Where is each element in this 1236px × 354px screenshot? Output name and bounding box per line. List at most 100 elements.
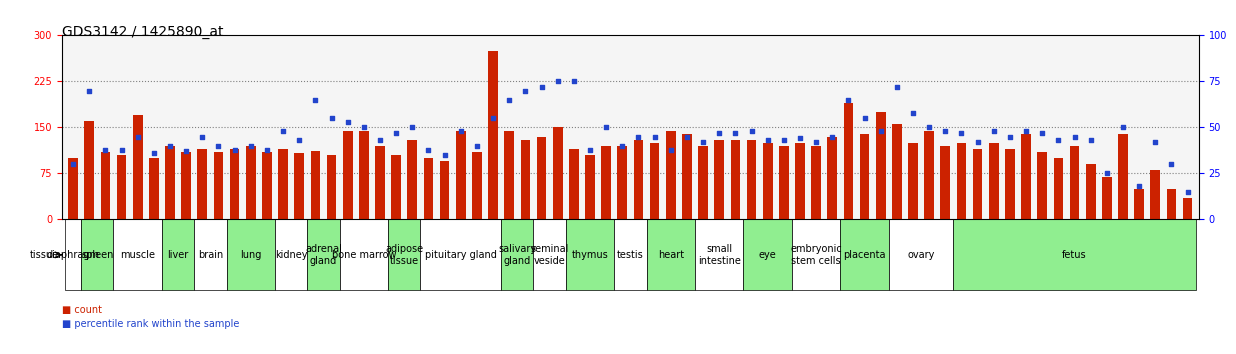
Point <box>483 115 503 121</box>
Bar <box>552 127 562 219</box>
FancyBboxPatch shape <box>162 219 194 290</box>
Point <box>193 134 213 139</box>
Point <box>225 147 245 152</box>
Point <box>548 79 567 84</box>
Bar <box>811 146 821 219</box>
Point <box>726 130 745 136</box>
Bar <box>650 143 660 219</box>
Bar <box>973 149 983 219</box>
Point <box>79 88 99 93</box>
Point <box>758 137 777 143</box>
Point <box>1048 137 1068 143</box>
FancyBboxPatch shape <box>614 219 646 290</box>
Bar <box>795 143 805 219</box>
Point <box>289 137 309 143</box>
Text: thymus: thymus <box>571 250 608 260</box>
Bar <box>698 146 708 219</box>
Point <box>693 139 713 145</box>
Bar <box>1037 152 1047 219</box>
Point <box>305 97 325 103</box>
Point <box>838 97 858 103</box>
Point <box>515 88 535 93</box>
Point <box>661 147 681 152</box>
Bar <box>68 158 78 219</box>
Point <box>451 128 471 134</box>
Point <box>806 139 826 145</box>
Text: adipose
tissue: adipose tissue <box>386 244 423 266</box>
Bar <box>747 140 756 219</box>
Point <box>111 147 131 152</box>
Point <box>161 143 180 149</box>
Bar <box>989 143 999 219</box>
Bar <box>941 146 950 219</box>
Bar <box>198 149 208 219</box>
FancyBboxPatch shape <box>388 219 420 290</box>
Point <box>1064 134 1084 139</box>
Point <box>904 110 923 115</box>
Text: small
intestine: small intestine <box>698 244 740 266</box>
Point <box>596 125 616 130</box>
FancyBboxPatch shape <box>889 219 953 290</box>
Bar <box>133 115 142 219</box>
Bar <box>342 131 352 219</box>
Point <box>435 152 455 158</box>
FancyBboxPatch shape <box>340 219 388 290</box>
Bar <box>440 161 450 219</box>
FancyBboxPatch shape <box>646 219 695 290</box>
Bar <box>150 158 158 219</box>
Point <box>1098 171 1117 176</box>
Bar <box>925 131 934 219</box>
Point <box>854 115 874 121</box>
Text: testis: testis <box>617 250 644 260</box>
Bar <box>456 131 466 219</box>
FancyBboxPatch shape <box>226 219 274 290</box>
FancyBboxPatch shape <box>66 219 82 290</box>
Point <box>403 125 423 130</box>
Bar <box>278 149 288 219</box>
Point <box>1000 134 1020 139</box>
Bar <box>488 51 498 219</box>
Point <box>790 136 810 141</box>
Point <box>127 134 147 139</box>
Bar <box>116 155 126 219</box>
Bar <box>827 137 837 219</box>
Point <box>709 130 729 136</box>
Point <box>63 161 83 167</box>
Bar <box>569 149 578 219</box>
Point <box>612 143 632 149</box>
Point <box>677 134 697 139</box>
FancyBboxPatch shape <box>792 219 840 290</box>
Point <box>353 125 373 130</box>
Text: bone marrow: bone marrow <box>331 250 396 260</box>
Text: tissue: tissue <box>30 250 58 260</box>
Text: lung: lung <box>240 250 262 260</box>
Bar <box>472 152 482 219</box>
Point <box>1080 137 1100 143</box>
FancyBboxPatch shape <box>840 219 889 290</box>
FancyBboxPatch shape <box>566 219 614 290</box>
Bar <box>536 137 546 219</box>
Point <box>370 137 389 143</box>
Point <box>774 137 794 143</box>
Bar <box>1151 170 1161 219</box>
Point <box>1178 189 1198 195</box>
Point <box>419 147 439 152</box>
Text: diaphragm: diaphragm <box>47 250 100 260</box>
Point <box>822 134 842 139</box>
Text: heart: heart <box>658 250 684 260</box>
Bar <box>860 133 869 219</box>
Bar <box>601 146 611 219</box>
Bar <box>908 143 918 219</box>
Point <box>1130 183 1149 189</box>
Bar <box>714 140 724 219</box>
Bar <box>1069 146 1079 219</box>
Bar <box>84 121 94 219</box>
FancyBboxPatch shape <box>82 219 114 290</box>
Point <box>143 150 163 156</box>
Bar <box>666 131 676 219</box>
Bar <box>392 155 400 219</box>
Point <box>95 147 115 152</box>
Bar <box>262 152 272 219</box>
Point <box>387 130 407 136</box>
Point <box>241 143 261 149</box>
